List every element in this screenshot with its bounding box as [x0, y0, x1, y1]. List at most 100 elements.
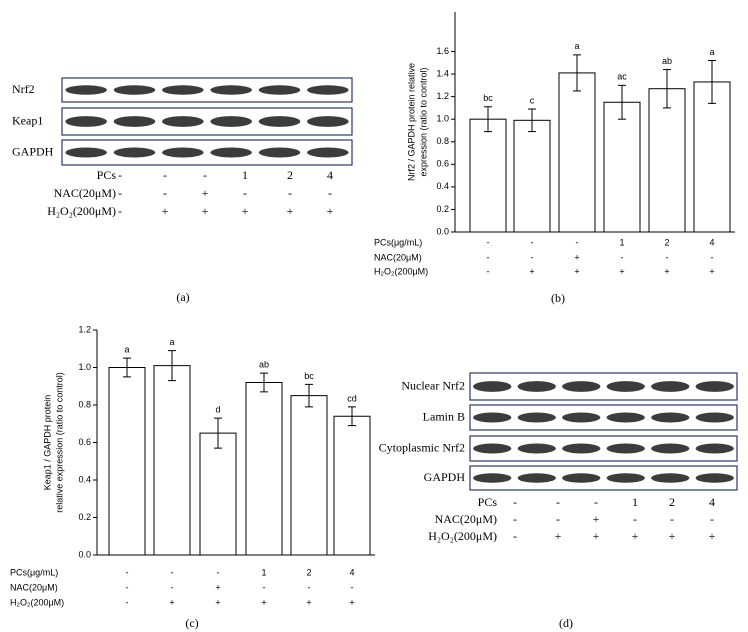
blot-frame [469, 435, 738, 462]
treatment-value: - [710, 512, 714, 526]
treatment-label: PCs [478, 495, 498, 509]
treatment-value: + [574, 266, 579, 276]
blot-band [113, 116, 156, 127]
blot-band [562, 473, 601, 483]
blot-band [517, 412, 556, 423]
blot-band [258, 85, 301, 95]
blot-band [258, 147, 301, 158]
blot-frame [61, 77, 353, 103]
significance-letter: ac [617, 72, 627, 82]
treatment-label: H₂O₂(200μM) [10, 597, 64, 607]
treatment-value: + [261, 597, 266, 607]
y-tick-label: 1.2 [436, 91, 449, 101]
significance-letter: cd [347, 393, 357, 403]
treatment-value: - [594, 495, 598, 509]
blot-frame [61, 107, 353, 136]
blot-row-label: Nrf2 [12, 82, 35, 96]
bar [199, 432, 237, 556]
treatment-value: 4 [709, 237, 714, 247]
blot-band [307, 147, 349, 158]
blot-band [473, 443, 512, 454]
blot-band [307, 85, 349, 95]
bar [153, 365, 191, 556]
treatment-value: 2 [306, 567, 311, 577]
blot-band [210, 116, 252, 127]
significance-letter: d [215, 405, 220, 415]
y-tick-label: 1.6 [436, 46, 449, 56]
blot-band [65, 116, 107, 127]
y-tick-label: 0.0 [78, 549, 91, 559]
treatment-value: + [306, 597, 311, 607]
treatment-value: - [513, 512, 517, 526]
treatment-value: 4 [327, 168, 333, 182]
treatment-value: 2 [669, 495, 675, 509]
panel-label: (b) [551, 291, 565, 305]
panel-label: (c) [185, 616, 198, 630]
treatment-value: + [169, 597, 174, 607]
treatment-value: 1 [242, 168, 248, 182]
treatment-value: 1 [261, 567, 266, 577]
treatment-value: - [118, 204, 122, 218]
bar [648, 88, 686, 233]
blot-band [651, 443, 690, 454]
blot-band [562, 443, 601, 454]
treatment-value: + [593, 529, 600, 543]
bar [603, 101, 641, 233]
treatment-label: H₂O₂(200μM) [428, 529, 497, 543]
treatment-label: H₂O₂(200μM) [374, 266, 428, 276]
treatment-value: + [669, 529, 676, 543]
treatment-label: PCs(μg/mL) [374, 237, 422, 247]
treatment-value: - [243, 186, 247, 200]
treatment-value: - [328, 186, 332, 200]
treatment-label: PCs(μg/mL) [10, 567, 58, 577]
y-tick-label: 0.4 [78, 474, 91, 484]
y-axis-label: relative expression (ratio to control) [54, 372, 64, 513]
treatment-value: - [126, 582, 129, 592]
treatment-value: + [202, 204, 209, 218]
y-axis-label: Keap1 / GAPDH protein [42, 395, 52, 491]
treatment-value: - [171, 567, 174, 577]
treatment-value: + [215, 597, 220, 607]
blot-frame [469, 372, 738, 401]
treatment-value: - [487, 252, 490, 262]
blot-row-label: Nuclear Nrf2 [401, 378, 465, 392]
bar [558, 72, 596, 233]
blot-band [606, 473, 645, 483]
panel-label: (a) [176, 290, 189, 304]
bar [693, 81, 731, 233]
treatment-value: - [513, 529, 517, 543]
treatment-value: + [529, 266, 534, 276]
treatment-value: - [556, 512, 560, 526]
treatment-value: - [487, 266, 490, 276]
treatment-value: + [593, 512, 600, 526]
y-tick-label: 1.0 [78, 362, 91, 372]
blot-band [65, 85, 107, 95]
treatment-value: - [513, 495, 517, 509]
treatment-value: + [664, 266, 669, 276]
y-axis-label: expression (ratio to control) [418, 67, 428, 176]
y-tick-label: 1.0 [436, 114, 449, 124]
y-tick-label: 0.4 [436, 181, 449, 191]
blot-band [695, 473, 734, 483]
blot-band [695, 443, 734, 454]
treatment-value: - [531, 252, 534, 262]
treatment-value: + [327, 204, 334, 218]
treatment-value: - [633, 512, 637, 526]
y-tick-label: 0.6 [436, 159, 449, 169]
treatment-value: - [126, 597, 129, 607]
treatment-value: 2 [287, 168, 293, 182]
blot-band [651, 412, 690, 423]
bar [108, 367, 146, 556]
blot-row-label: Keap1 [12, 113, 43, 127]
blot-band [162, 147, 204, 158]
panel-label: (d) [559, 616, 573, 630]
bar [469, 118, 507, 233]
treatment-value: 2 [664, 237, 669, 247]
blot-band [562, 381, 601, 392]
treatment-value: + [287, 204, 294, 218]
treatment-value: - [351, 582, 354, 592]
y-tick-label: 1.4 [436, 68, 449, 78]
blot-band [65, 147, 107, 158]
treatment-value: + [619, 266, 624, 276]
blot-band [162, 116, 204, 127]
